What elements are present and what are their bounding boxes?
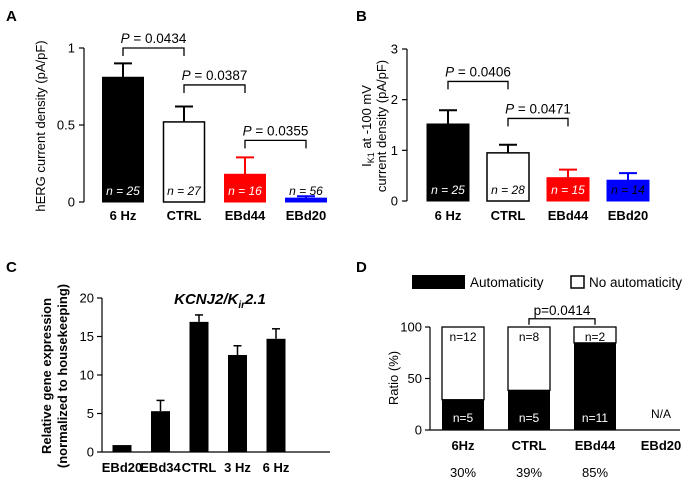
y-axis-label-line2: (normalized to housekeeping) (55, 284, 70, 468)
bar (162, 121, 206, 203)
significance-bracket (528, 318, 596, 325)
y-axis-label-line1: IK1 at -100 mV (359, 85, 376, 167)
category-label: CTRL (182, 460, 217, 475)
p-value-label: p=0.0414 (534, 303, 591, 318)
y-tick-label: 20 (80, 291, 94, 306)
bar (224, 173, 266, 203)
stacked-bar-no-automaticity (507, 326, 551, 391)
p-value-label: P = 0.0434 (121, 31, 187, 46)
category-label: 3 Hz (224, 460, 251, 475)
category-label: 6 Hz (110, 208, 137, 223)
y-tick-label: 0.5 (57, 118, 75, 133)
na-label: N/A (651, 407, 671, 421)
y-tick-label: 1 (68, 41, 75, 56)
y-axis-label: Ratio (%) (386, 351, 401, 405)
legend-swatch-automaticity (412, 275, 465, 289)
panel-a-chart: 0 0.5 1 6 Hz n = 25 CTRL n = 27 EBd44 n = 16 EBd2… (33, 31, 327, 223)
n-label: n = 16 (228, 184, 262, 198)
stacked-bar-no-automaticity (441, 326, 485, 401)
category-label: 6Hz (451, 438, 475, 453)
category-label: CTRL (167, 208, 202, 223)
category-label: EBd34 (140, 460, 181, 475)
n-label: n = 25 (431, 183, 465, 197)
p-value-label: P = 0.0406 (445, 64, 511, 79)
category-label: EBd44 (575, 438, 616, 453)
category-label: EBd20 (608, 208, 648, 223)
legend-label-automaticity: Automaticity (470, 275, 544, 290)
category-label: EBd20 (286, 208, 326, 223)
y-tick-label: 0 (415, 423, 422, 438)
category-label: EBd20 (102, 460, 142, 475)
bar (102, 76, 144, 203)
panel-label-a: A (6, 8, 17, 25)
count-label-no-automaticity: n=12 (449, 330, 476, 344)
y-tick-label: 0 (68, 195, 75, 210)
bar (285, 197, 327, 203)
count-label-automaticity: n=11 (582, 411, 608, 425)
percent-label: 85% (582, 465, 608, 480)
y-tick-label: 15 (80, 329, 94, 344)
panel-label-b: B (356, 8, 367, 25)
chart-title: KCNJ2/Kir2.1 (174, 291, 266, 311)
bar (266, 338, 286, 452)
y-tick-label: 100 (400, 320, 422, 335)
panel-label-c: C (6, 259, 17, 276)
category-label: EBd44 (225, 208, 266, 223)
category-label: EBd20 (641, 438, 681, 453)
bar (228, 354, 247, 452)
legend-swatch-no-automaticity (570, 275, 585, 289)
y-axis-label-line1: Relative gene expression (39, 298, 54, 454)
category-label: EBd44 (548, 208, 589, 223)
significance-bracket (447, 80, 509, 90)
y-tick-label: 3 (391, 42, 398, 57)
n-label: n = 28 (491, 183, 525, 197)
y-tick-label: 2 (391, 92, 398, 107)
stacked-bar-automaticity (574, 342, 616, 430)
percent-label: 30% (450, 465, 476, 480)
n-label: n = 27 (167, 184, 202, 198)
p-value-label: P = 0.0387 (182, 68, 248, 83)
panel-d-chart: 0 50 100 n=5 n=12 6Hz 30% n=5 n=8 CTRL 39% n=11 n=2 E… (386, 275, 682, 480)
count-label-no-automaticity: n=8 (519, 330, 540, 344)
y-axis-label-line2: current density (pA/pF) (374, 60, 389, 192)
bar (112, 445, 132, 452)
panel-label-d: D (356, 259, 367, 276)
count-label-automaticity: n=5 (519, 411, 540, 425)
stacked-bar-no-automaticity (573, 326, 617, 344)
bar (189, 321, 209, 452)
y-tick-label: 5 (87, 406, 94, 421)
y-tick-label: 0 (391, 194, 398, 209)
bar (486, 152, 530, 202)
count-label-automaticity: n=5 (453, 411, 474, 425)
panel-b-chart: 0 1 2 3 6 Hz n = 25 CTRL n = 28 EBd44 n = 15 EBd20… (359, 42, 650, 223)
bar (151, 411, 170, 452)
category-label: CTRL (512, 438, 547, 453)
count-label-no-automaticity: n=2 (585, 330, 606, 344)
n-label: n = 56 (289, 184, 323, 198)
y-axis-label: hERG current density (pA/pF) (33, 40, 48, 211)
p-value-label: P = 0.0355 (243, 123, 309, 138)
n-label: n = 25 (106, 184, 140, 198)
y-tick-label: 10 (80, 368, 94, 383)
category-label: CTRL (491, 208, 526, 223)
n-label: n = 15 (551, 183, 585, 197)
significance-bracket (507, 117, 569, 127)
y-tick-label: 50 (408, 371, 422, 386)
p-value-label: P = 0.0471 (505, 101, 571, 116)
y-tick-label: 0 (87, 445, 94, 460)
category-label: 6 Hz (263, 460, 290, 475)
stacked-bar-automaticity (442, 399, 484, 430)
bar (426, 123, 470, 202)
stacked-bar-automaticity (508, 390, 550, 430)
n-label: n = 14 (611, 183, 645, 197)
y-tick-label: 1 (391, 143, 398, 158)
category-label: 6 Hz (435, 208, 462, 223)
legend-label-no-automaticity: No automaticity (589, 275, 682, 290)
significance-bracket (244, 139, 307, 149)
significance-bracket (183, 84, 246, 93)
percent-label: 39% (516, 465, 542, 480)
significance-bracket (122, 47, 185, 56)
